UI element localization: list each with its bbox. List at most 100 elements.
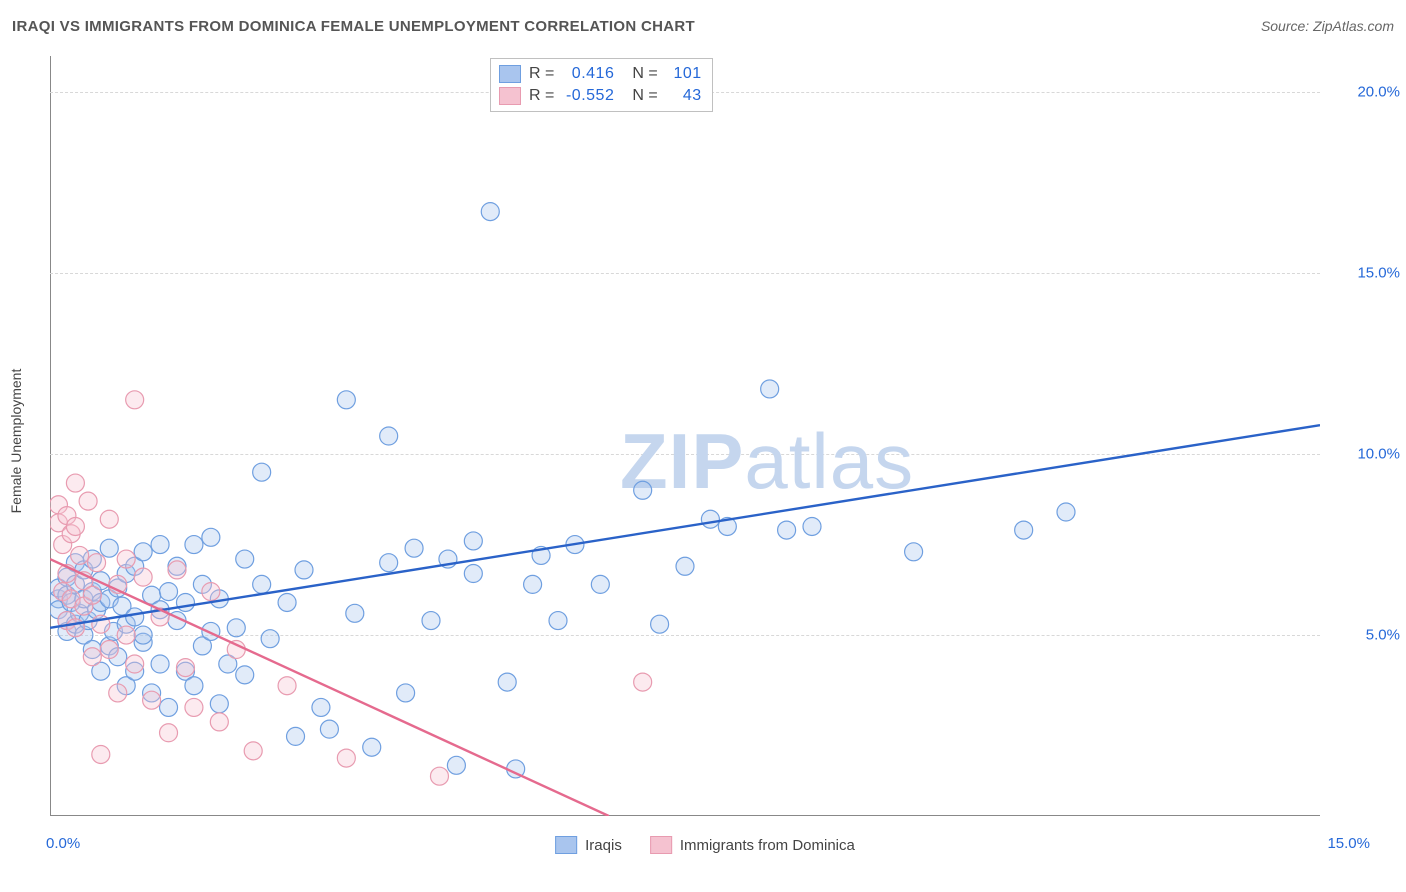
- x-tick-max: 15.0%: [1327, 835, 1370, 852]
- scatter-point: [287, 727, 305, 745]
- legend-swatch: [499, 87, 521, 105]
- scatter-point: [634, 673, 652, 691]
- scatter-point: [405, 539, 423, 557]
- scatter-point: [210, 713, 228, 731]
- n-label: N =: [632, 63, 657, 85]
- legend-correlation-row: R =0.416N =101: [499, 63, 702, 85]
- scatter-point: [320, 720, 338, 738]
- scatter-point: [151, 655, 169, 673]
- regression-line: [50, 425, 1320, 628]
- scatter-point: [464, 532, 482, 550]
- scatter-point: [651, 615, 669, 633]
- r-label: R =: [529, 63, 554, 85]
- chart-title: IRAQI VS IMMIGRANTS FROM DOMINICA FEMALE…: [12, 18, 695, 35]
- legend-series-item: Immigrants from Dominica: [650, 836, 855, 854]
- scatter-point: [397, 684, 415, 702]
- scatter-point: [1015, 521, 1033, 539]
- scatter-point: [227, 641, 245, 659]
- scatter-point: [134, 543, 152, 561]
- scatter-point: [676, 557, 694, 575]
- scatter-point: [278, 593, 296, 611]
- scatter-point: [380, 427, 398, 445]
- scatter-point: [176, 659, 194, 677]
- scatter-point: [337, 749, 355, 767]
- legend-swatch: [650, 836, 672, 854]
- scatter-point: [185, 536, 203, 554]
- scatter-point: [83, 586, 101, 604]
- scatter-point: [134, 568, 152, 586]
- legend-swatch: [499, 65, 521, 83]
- y-tick-label: 20.0%: [1340, 84, 1400, 101]
- chart-header: IRAQI VS IMMIGRANTS FROM DOMINICA FEMALE…: [12, 18, 1394, 46]
- scatter-point: [210, 695, 228, 713]
- scatter-point: [126, 391, 144, 409]
- y-tick-label: 15.0%: [1340, 265, 1400, 282]
- scatter-point: [591, 575, 609, 593]
- scatter-point: [346, 604, 364, 622]
- scatter-point: [92, 745, 110, 763]
- scatter-point: [88, 554, 106, 572]
- scatter-point: [160, 583, 178, 601]
- scatter-point: [498, 673, 516, 691]
- scatter-point: [380, 554, 398, 572]
- n-value: 43: [668, 85, 702, 107]
- scatter-point: [261, 630, 279, 648]
- r-value: -0.552: [564, 85, 614, 107]
- source-label: Source: ZipAtlas.com: [1261, 18, 1394, 34]
- scatter-point: [168, 561, 186, 579]
- scatter-point: [905, 543, 923, 561]
- legend-series-label: Immigrants from Dominica: [680, 837, 855, 854]
- scatter-point: [549, 612, 567, 630]
- scatter-point: [100, 641, 118, 659]
- r-value: 0.416: [564, 63, 614, 85]
- scatter-point: [160, 724, 178, 742]
- plot-area: Female Unemployment 5.0%10.0%15.0%20.0% …: [50, 56, 1360, 826]
- scatter-point: [422, 612, 440, 630]
- scatter-point: [66, 619, 84, 637]
- scatter-point: [295, 561, 313, 579]
- scatter-point: [447, 756, 465, 774]
- legend-correlation: R =0.416N =101R =-0.552N =43: [490, 58, 713, 112]
- legend-swatch: [555, 836, 577, 854]
- scatter-point: [244, 742, 262, 760]
- scatter-point: [253, 463, 271, 481]
- scatter-point: [312, 698, 330, 716]
- scatter-point: [160, 698, 178, 716]
- r-label: R =: [529, 85, 554, 107]
- scatter-point: [481, 203, 499, 221]
- scatter-point: [143, 691, 161, 709]
- scatter-point: [761, 380, 779, 398]
- scatter-point: [117, 626, 135, 644]
- scatter-point: [253, 575, 271, 593]
- scatter-point: [100, 510, 118, 528]
- scatter-point: [634, 481, 652, 499]
- scatter-point: [185, 698, 203, 716]
- scatter-point: [701, 510, 719, 528]
- scatter-point: [1057, 503, 1075, 521]
- legend-correlation-row: R =-0.552N =43: [499, 85, 702, 107]
- scatter-point: [278, 677, 296, 695]
- scatter-point: [134, 626, 152, 644]
- x-tick-min: 0.0%: [46, 835, 80, 852]
- scatter-point: [176, 593, 194, 611]
- scatter-point: [236, 550, 254, 568]
- scatter-point: [117, 550, 135, 568]
- y-tick-label: 10.0%: [1340, 446, 1400, 463]
- scatter-svg: [50, 56, 1320, 816]
- scatter-point: [430, 767, 448, 785]
- legend-series-label: Iraqis: [585, 837, 622, 854]
- y-tick-label: 5.0%: [1340, 627, 1400, 644]
- scatter-point: [202, 528, 220, 546]
- legend-series: Iraqis Immigrants from Dominica: [555, 836, 855, 854]
- scatter-point: [185, 677, 203, 695]
- scatter-point: [778, 521, 796, 539]
- scatter-point: [337, 391, 355, 409]
- scatter-point: [227, 619, 245, 637]
- scatter-point: [464, 565, 482, 583]
- scatter-point: [126, 608, 144, 626]
- legend-series-item: Iraqis: [555, 836, 622, 854]
- scatter-point: [66, 517, 84, 535]
- scatter-point: [126, 655, 144, 673]
- scatter-point: [83, 648, 101, 666]
- scatter-point: [202, 583, 220, 601]
